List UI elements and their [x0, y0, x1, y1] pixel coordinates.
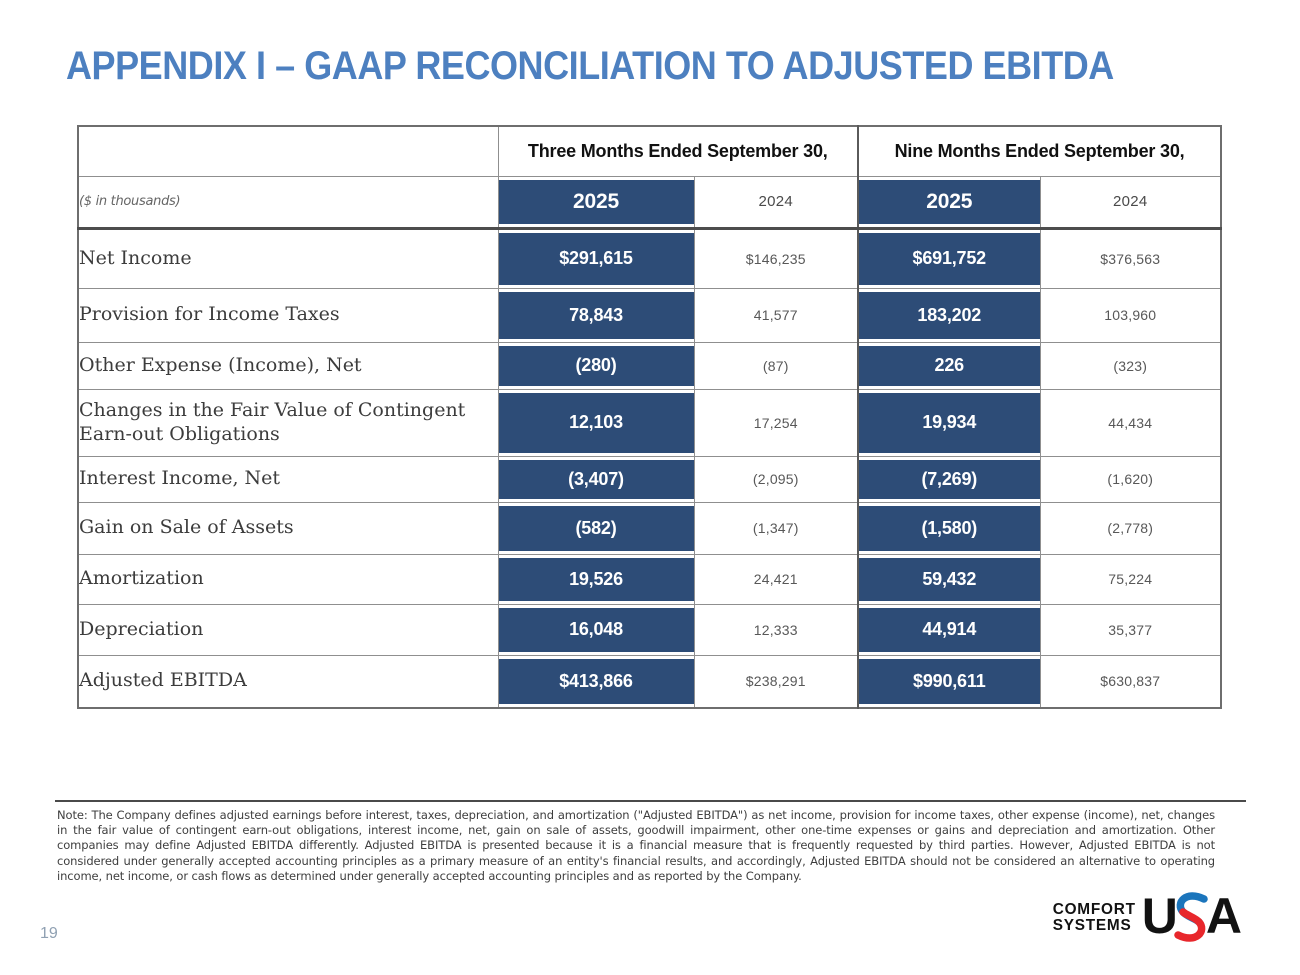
value-2025-9mo: $990,611 [857, 654, 1041, 709]
value-2024-9mo: 75,224 [1039, 553, 1222, 605]
value-2024-9mo: (323) [1039, 341, 1222, 390]
value-2024-9mo: (1,620) [1039, 455, 1222, 503]
value-2024-3mo: 41,577 [693, 287, 859, 343]
page-number: 19 [40, 925, 58, 942]
value-2025-3mo: 19,526 [497, 553, 695, 605]
logo-word-comfort: COMFORT [1053, 900, 1137, 918]
value-2024-3mo: $238,291 [693, 654, 859, 709]
value-2024-3mo: 24,421 [693, 553, 859, 605]
value-2025-9mo: (7,269) [857, 455, 1041, 503]
value-2025-3mo: $291,615 [497, 227, 695, 289]
table-row-adjusted-ebitda: Adjusted EBITDA $413,866 $238,291 $990,6… [77, 654, 1222, 709]
year-header-2025-9mo: 2025 [857, 175, 1041, 230]
value-2025-3mo: 12,103 [497, 388, 695, 457]
logo-usa-u: U [1141, 888, 1178, 944]
value-2024-3mo: (87) [693, 341, 859, 390]
year-header-2025-3mo: 2025 [497, 175, 695, 230]
value-2024-3mo: 17,254 [693, 388, 859, 457]
corner-cell [77, 125, 499, 177]
value-2025-9mo: 59,432 [857, 553, 1041, 605]
table-row-depreciation: Depreciation 16,048 12,333 44,914 35,377 [77, 603, 1222, 656]
row-label: Depreciation [77, 603, 499, 656]
row-label: Amortization [77, 553, 499, 605]
page-title: APPENDIX I – GAAP RECONCILIATION TO ADJU… [66, 44, 1114, 88]
unit-label: ($ in thousands) [77, 175, 499, 230]
value-2025-9mo: 19,934 [857, 388, 1041, 457]
footnote-text: Note: The Company defines adjusted earni… [57, 808, 1215, 883]
logo-word-systems: SYSTEMS [1053, 917, 1132, 934]
table-year-header-row: ($ in thousands) 2025 2024 2025 2024 [77, 175, 1222, 230]
row-label: Gain on Sale of Assets [77, 501, 499, 555]
year-header-2024-3mo: 2024 [693, 175, 859, 230]
row-label: Provision for Income Taxes [77, 287, 499, 343]
value-2025-3mo: 78,843 [497, 287, 695, 343]
value-2025-3mo: (3,407) [497, 455, 695, 503]
value-2024-9mo: (2,778) [1039, 501, 1222, 555]
value-2025-3mo: 16,048 [497, 603, 695, 656]
value-2025-3mo: (582) [497, 501, 695, 555]
value-2024-9mo: $630,837 [1039, 654, 1222, 709]
value-2024-3mo: $146,235 [693, 227, 859, 289]
table-row-other-expense: Other Expense (Income), Net (280) (87) 2… [77, 341, 1222, 390]
table-group-header-row: Three Months Ended September 30, Nine Mo… [77, 125, 1222, 177]
value-2024-3mo: 12,333 [693, 603, 859, 656]
table-row-provision-income-taxes: Provision for Income Taxes 78,843 41,577… [77, 287, 1222, 343]
table-row-contingent-earnout: Changes in the Fair Value of Contingent … [77, 388, 1222, 457]
row-label: Net Income [77, 227, 499, 289]
row-label: Other Expense (Income), Net [77, 341, 499, 390]
value-2024-3mo: (2,095) [693, 455, 859, 503]
year-header-2024-9mo: 2024 [1039, 175, 1222, 230]
value-2025-9mo: 226 [857, 341, 1041, 390]
value-2024-3mo: (1,347) [693, 501, 859, 555]
table-row-interest-income: Interest Income, Net (3,407) (2,095) (7,… [77, 455, 1222, 503]
value-2025-9mo: 183,202 [857, 287, 1041, 343]
value-2024-9mo: 44,434 [1039, 388, 1222, 457]
table-row-net-income: Net Income $291,615 $146,235 $691,752 $3… [77, 227, 1222, 289]
value-2025-9mo: $691,752 [857, 227, 1041, 289]
logo-usa: U A [1141, 888, 1242, 944]
row-label: Interest Income, Net [77, 455, 499, 503]
usa-s-swoosh-icon [1174, 892, 1208, 942]
logo-wordmark: COMFORT SYSTEMS [1053, 900, 1137, 935]
value-2024-9mo: 35,377 [1039, 603, 1222, 656]
table-row-amortization: Amortization 19,526 24,421 59,432 75,224 [77, 553, 1222, 605]
group-header-three-months: Three Months Ended September 30, [497, 125, 859, 177]
table-row-gain-on-sale: Gain on Sale of Assets (582) (1,347) (1,… [77, 501, 1222, 555]
value-2025-3mo: $413,866 [497, 654, 695, 709]
value-2025-3mo: (280) [497, 341, 695, 390]
value-2024-9mo: $376,563 [1039, 227, 1222, 289]
value-2025-9mo: 44,914 [857, 603, 1041, 656]
group-header-nine-months: Nine Months Ended September 30, [857, 125, 1222, 177]
gaap-reconciliation-table: Three Months Ended September 30, Nine Mo… [77, 125, 1223, 709]
value-2025-9mo: (1,580) [857, 501, 1041, 555]
footnote-divider [55, 800, 1246, 802]
row-label: Adjusted EBITDA [77, 654, 499, 709]
comfort-systems-usa-logo: COMFORT SYSTEMS U A [1051, 888, 1242, 944]
row-label: Changes in the Fair Value of Contingent … [77, 388, 499, 457]
logo-usa-a: A [1205, 888, 1242, 944]
value-2024-9mo: 103,960 [1039, 287, 1222, 343]
